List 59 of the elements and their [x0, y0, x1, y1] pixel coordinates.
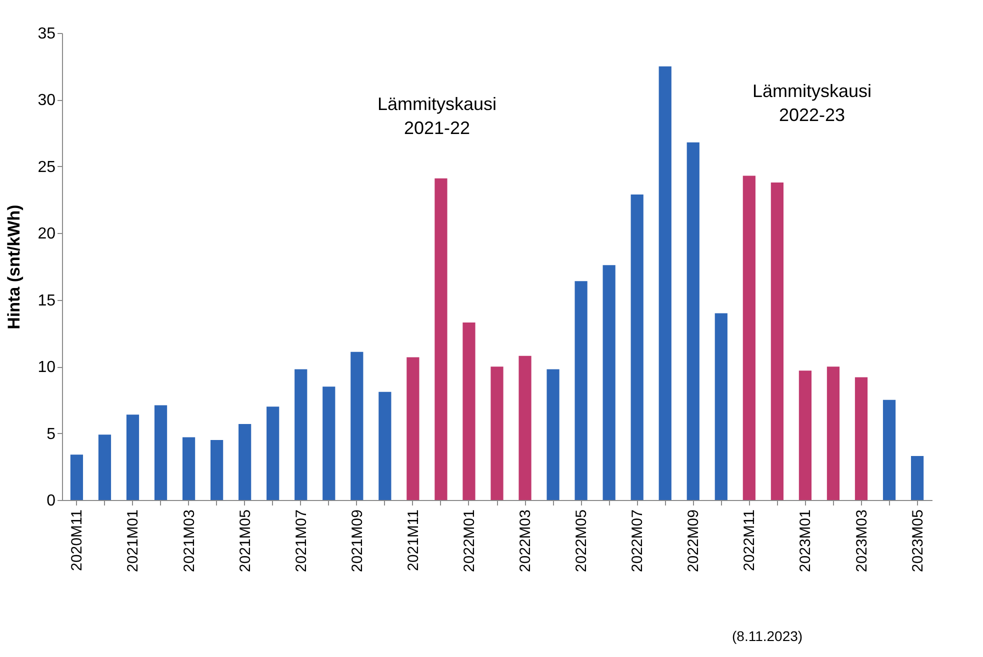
x-tick-label: 2022M09 [685, 510, 702, 572]
y-tick-label: 25 [38, 158, 56, 176]
y-tick-label: 10 [38, 359, 56, 376]
y-tick-label: 20 [38, 226, 56, 243]
bar [266, 406, 280, 500]
bar [490, 366, 504, 500]
text: (8.11.2023) [732, 628, 803, 644]
bar [70, 454, 84, 500]
bar [854, 377, 868, 500]
x-tick-label: 2023M05 [909, 510, 926, 572]
bar [154, 405, 168, 500]
bar [434, 178, 448, 500]
x-tick-label: 2022M05 [573, 510, 590, 572]
y-tick-label: 15 [38, 292, 56, 310]
bar [742, 176, 756, 500]
bar [98, 434, 112, 500]
bar [714, 313, 728, 500]
x-tick-label: 2021M11 [404, 510, 422, 571]
bar [826, 366, 840, 500]
bar [238, 424, 252, 500]
y-tick-label: 30 [38, 92, 56, 110]
x-tick-label: 2021M01 [124, 510, 142, 572]
x-tick-label: 2021M03 [180, 510, 198, 572]
bar [518, 356, 532, 500]
bar [350, 352, 364, 500]
bar [378, 392, 392, 500]
x-tick-label: 2022M01 [460, 510, 478, 572]
annotation: Lämmityskausi 2021-22 [377, 94, 497, 138]
bar [462, 322, 476, 500]
bar [910, 456, 924, 500]
y-tick-label: 5 [46, 426, 56, 443]
bar [574, 281, 588, 500]
x-tick-label: 2022M07 [629, 510, 646, 572]
bar [658, 66, 672, 500]
bar [406, 357, 420, 500]
x-tick-label: 2023M03 [853, 510, 870, 572]
bar [602, 265, 616, 500]
x-tick-label: 2020M11 [68, 510, 86, 571]
x-tick-label: 2021M09 [348, 510, 366, 572]
bar [182, 437, 196, 500]
bar [882, 400, 896, 500]
x-tick-label: 2021M05 [236, 510, 254, 572]
bar [798, 370, 812, 500]
bar [294, 369, 308, 500]
annotation: Lämmityskausi 2022-23 [752, 81, 872, 125]
x-tick-label: 2022M03 [517, 510, 534, 572]
bar [546, 369, 560, 500]
x-tick-label: 2021M07 [292, 510, 310, 572]
y-tick-label: 0 [46, 492, 56, 510]
y-axis-title: Hinta (snt/kWh) [4, 204, 24, 330]
x-tick-label: 2023M01 [797, 510, 814, 572]
bar [686, 142, 700, 500]
bar [770, 182, 784, 500]
bar [210, 440, 224, 500]
y-tick-label: 35 [38, 26, 56, 42]
bar [322, 386, 336, 500]
x-tick-label: 2022M11 [741, 510, 758, 571]
bar [630, 194, 644, 500]
bar [126, 414, 140, 500]
